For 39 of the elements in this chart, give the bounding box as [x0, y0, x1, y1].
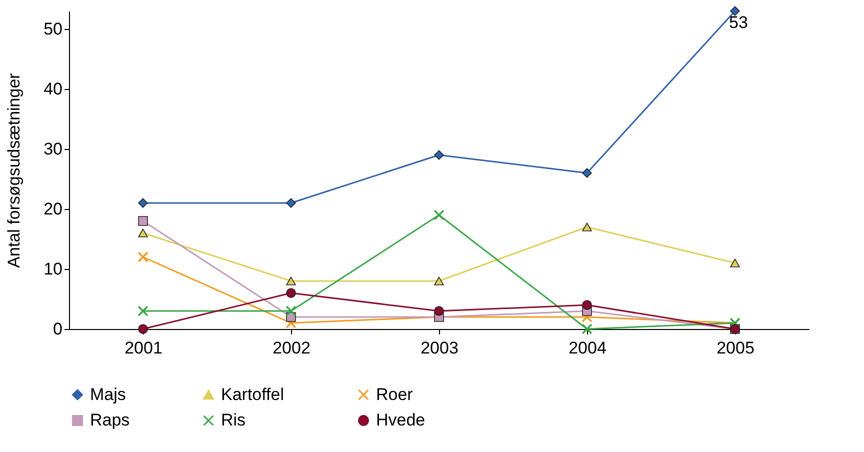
point: [434, 210, 444, 220]
legend-label: Ris: [221, 410, 246, 430]
x-tick-label: 2002: [272, 338, 310, 358]
point: [138, 198, 148, 208]
point: [286, 306, 296, 316]
point: [138, 252, 148, 262]
y-axis-title: Antal forsøgsudsætninger: [4, 72, 24, 268]
point: [582, 300, 592, 310]
y-tick-label: 30: [44, 140, 62, 158]
point: [138, 216, 148, 226]
point: [138, 228, 148, 238]
point: [730, 258, 740, 268]
point: [434, 276, 444, 286]
legend-label: Roer: [376, 384, 414, 404]
point: [286, 198, 296, 208]
legend-label: Hvede: [376, 410, 426, 430]
point: [138, 306, 148, 316]
x-tick-label: 2001: [124, 338, 162, 358]
point: [286, 276, 296, 286]
x-tick-label: 2005: [716, 338, 754, 358]
point: [138, 324, 148, 334]
x-tick-label: 2004: [568, 338, 606, 358]
point: [582, 324, 592, 334]
point: [582, 222, 592, 232]
y-tick-label: 10: [44, 260, 62, 278]
legend-label: Raps: [90, 410, 130, 430]
point: [286, 288, 296, 298]
y-tick-label: 40: [44, 80, 62, 98]
point: [434, 306, 444, 316]
data-label: 53: [729, 13, 748, 32]
point: [730, 6, 740, 16]
legend-label: Kartoffel: [221, 384, 284, 404]
y-tick-label: 0: [53, 320, 62, 338]
y-tick-label: 50: [44, 20, 62, 38]
point: [434, 150, 444, 160]
legend-label: Majs: [90, 384, 126, 404]
x-tick-label: 2003: [420, 338, 458, 358]
point: [582, 168, 592, 178]
y-tick-label: 20: [44, 200, 62, 218]
